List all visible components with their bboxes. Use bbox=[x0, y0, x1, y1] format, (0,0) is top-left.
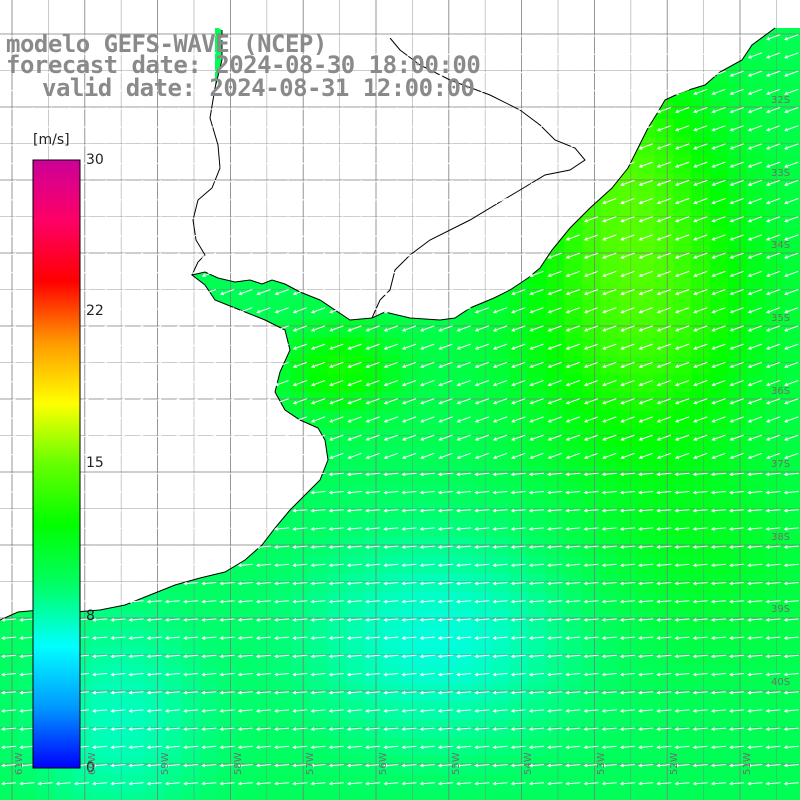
lat-label-40s: 40S bbox=[771, 677, 791, 688]
title-model: modelo GEFS-WAVE (NCEP) bbox=[6, 30, 327, 58]
land-mass bbox=[0, 0, 800, 320]
lon-label-53w: 53W bbox=[596, 752, 607, 775]
wind-vectors bbox=[1, 34, 799, 800]
lon-label-56w: 56W bbox=[378, 752, 389, 775]
lat-label-34s: 34S bbox=[771, 240, 791, 251]
colorbar-tick-0: 0 bbox=[86, 760, 95, 776]
lon-label-54w: 54W bbox=[523, 752, 534, 775]
title-valid-date: valid date: 2024-08-31 12:00:00 bbox=[42, 74, 475, 102]
lat-label-37s: 37S bbox=[771, 459, 791, 470]
lon-label-55w: 55W bbox=[451, 752, 462, 775]
colorbar-tick-8: 8 bbox=[86, 608, 95, 624]
lon-label-52w: 52W bbox=[669, 752, 680, 775]
lat-label-39s: 39S bbox=[771, 604, 791, 615]
lon-label-51w: 51W bbox=[742, 752, 753, 775]
lat-label-32s: 32S bbox=[771, 95, 791, 106]
coastline bbox=[0, 27, 776, 621]
title-forecast-date: forecast date: 2024-08-30 18:00:00 bbox=[6, 51, 481, 79]
colorbar-tick-15: 15 bbox=[86, 455, 104, 471]
lon-label-61w: 61W bbox=[14, 752, 25, 775]
country-border bbox=[191, 30, 586, 319]
lat-label-38s: 38S bbox=[771, 532, 791, 543]
lat-label-35s: 35S bbox=[771, 313, 791, 324]
colorbar bbox=[32, 159, 81, 769]
lon-label-60w: 60W bbox=[87, 752, 98, 775]
lon-label-58w: 58W bbox=[233, 752, 244, 775]
lat-label-33s: 33S bbox=[771, 168, 791, 179]
colorbar-tick-30: 30 bbox=[86, 152, 104, 168]
land-mass-south bbox=[0, 26, 328, 620]
colorbar-tick-22: 22 bbox=[86, 303, 104, 319]
colorbar-unit: [m/s] bbox=[33, 132, 70, 148]
lon-label-59w: 59W bbox=[160, 752, 171, 775]
lon-label-57w: 57W bbox=[305, 752, 316, 775]
lat-label-36s: 36S bbox=[771, 386, 791, 397]
